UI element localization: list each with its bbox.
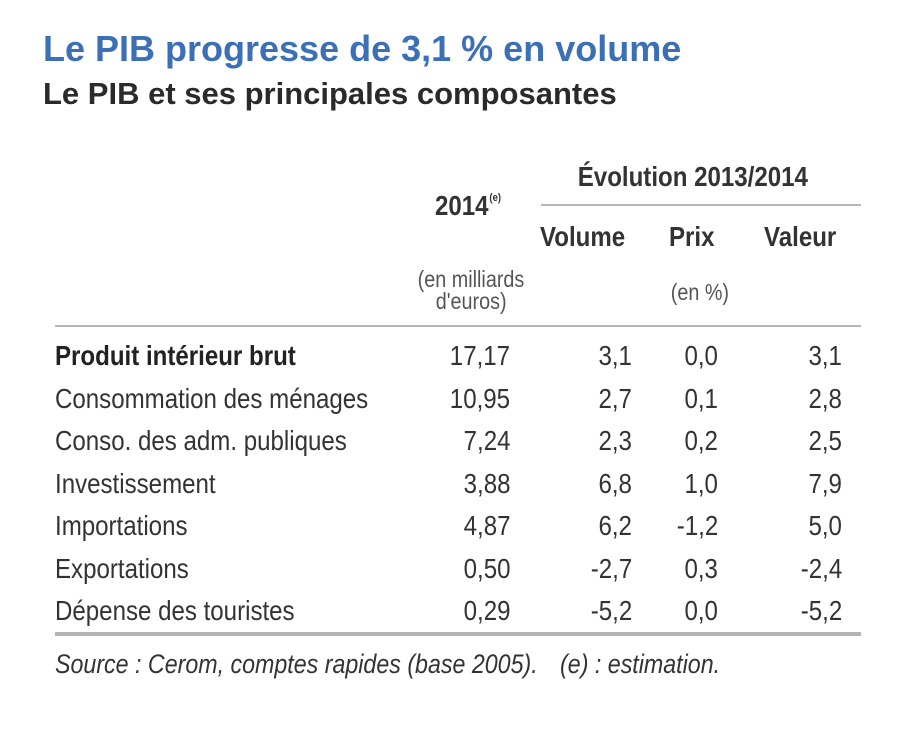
row-value-2014: 0,50 — [463, 552, 510, 584]
estimation-note: (e) : estimation. — [560, 649, 721, 679]
group-header-label: Évolution 2013/2014 — [577, 161, 808, 192]
row-label: Importations — [55, 510, 188, 541]
header-divider — [55, 325, 861, 327]
table-bottom-rule — [55, 632, 861, 636]
row-value-2014: 7,24 — [463, 425, 510, 456]
row-label: Produit intérieur brut — [55, 340, 296, 371]
col-header-volume-label: Volume — [540, 221, 626, 252]
col-header-year: 2014 — [435, 190, 489, 221]
table-row: Exportations 0,50 -2,7 0,3 -2,4 — [0, 545, 920, 587]
row-volume: 6,2 — [598, 510, 632, 541]
row-valeur: 2,8 — [808, 382, 842, 414]
col-header-2014: 2014(e) — [435, 190, 512, 222]
estimation-note-marker: (e) — [489, 192, 502, 204]
row-value-2014: 4,87 — [463, 510, 510, 541]
row-volume: 2,7 — [598, 382, 632, 414]
row-prix: 0,3 — [684, 552, 718, 584]
row-valeur: -2,4 — [800, 552, 842, 584]
col-header-valeur: Valeur — [764, 221, 848, 253]
col-year-units-line1: (en milliards — [417, 266, 525, 292]
row-label: Conso. des adm. publiques — [55, 425, 347, 456]
row-value-2014: 17,17 — [449, 340, 510, 371]
group-header-evolution: Évolution 2013/2014 — [541, 161, 844, 193]
row-valeur: 3,1 — [808, 340, 842, 371]
page-title: Le PIB progresse de 3,1 % en volume — [43, 28, 682, 69]
source-note: Source : Cerom, comptes rapides (base 20… — [55, 649, 828, 680]
table-row: Importations 4,87 6,2 -1,2 5,0 — [0, 502, 920, 544]
table-row: Investissement 3,88 6,8 1,0 7,9 — [0, 460, 920, 502]
col-header-prix-label: Prix — [669, 221, 715, 252]
row-label: Investissement — [55, 467, 216, 499]
row-label: Consommation des ménages — [55, 382, 369, 414]
col-year-units-line2: d'euros) — [435, 288, 507, 314]
row-label: Dépense des touristes — [55, 595, 295, 626]
table-row: Conso. des adm. publiques 7,24 2,3 0,2 2… — [0, 417, 920, 459]
col-header-valeur-label: Valeur — [764, 221, 837, 252]
source-text: Source : Cerom, comptes rapides (base 20… — [55, 649, 538, 679]
row-valeur: 2,5 — [808, 425, 842, 456]
col-header-prix: Prix — [669, 221, 722, 253]
row-volume: 2,3 — [598, 425, 632, 456]
row-volume: -2,7 — [590, 552, 632, 584]
table-row: Dépense des touristes 0,29 -5,2 0,0 -5,2 — [0, 587, 920, 629]
page-subtitle: Le PIB et ses principales composantes — [43, 76, 617, 111]
row-prix: 0,1 — [684, 382, 718, 414]
group-units-label: (en %) — [670, 279, 730, 305]
row-volume: 3,1 — [598, 340, 632, 371]
row-valeur: 5,0 — [808, 510, 842, 541]
col-header-volume: Volume — [540, 221, 639, 253]
row-prix: 1,0 — [684, 467, 718, 499]
row-prix: -1,2 — [676, 510, 718, 541]
row-valeur: 7,9 — [808, 467, 842, 499]
table-row: Produit intérieur brut 17,17 3,1 0,0 3,1 — [0, 332, 920, 374]
row-value-2014: 0,29 — [463, 595, 510, 626]
row-volume: 6,8 — [598, 467, 632, 499]
col-year-units: (en milliards d'euros) — [396, 266, 546, 314]
row-value-2014: 10,95 — [449, 382, 510, 414]
row-prix: 0,2 — [684, 425, 718, 456]
row-valeur: -5,2 — [800, 595, 842, 626]
row-volume: -5,2 — [590, 595, 632, 626]
row-prix: 0,0 — [684, 340, 718, 371]
row-prix: 0,0 — [684, 595, 718, 626]
group-units: (en %) — [640, 279, 760, 305]
table-row: Consommation des ménages 10,95 2,7 0,1 2… — [0, 375, 920, 417]
row-label: Exportations — [55, 552, 189, 584]
row-value-2014: 3,88 — [463, 467, 510, 499]
group-header-divider — [541, 204, 861, 206]
